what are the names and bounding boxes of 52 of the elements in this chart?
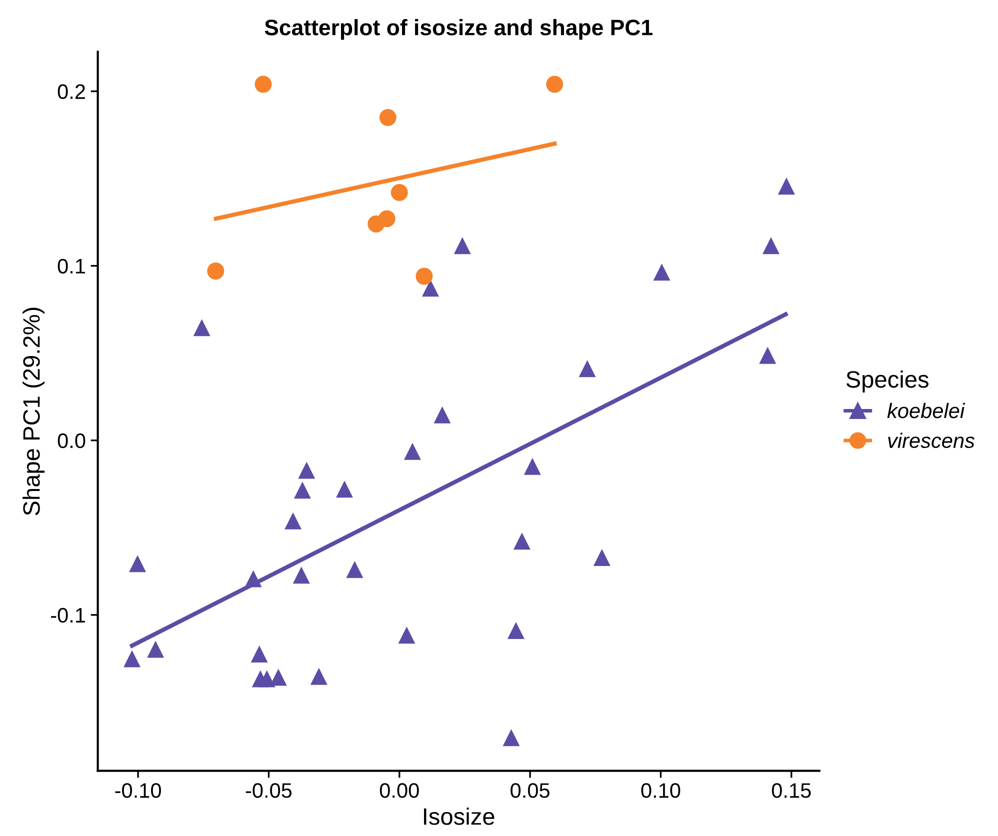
point — [258, 670, 276, 688]
point — [546, 76, 564, 93]
point — [404, 442, 421, 460]
point — [207, 262, 224, 280]
point — [292, 566, 310, 584]
point — [416, 268, 433, 285]
point — [254, 76, 272, 93]
point — [294, 482, 311, 499]
point — [759, 346, 776, 364]
point — [653, 264, 670, 281]
point — [422, 280, 439, 297]
point — [298, 462, 316, 479]
y-tick-label: 0.2 — [58, 84, 85, 100]
point — [578, 360, 596, 378]
point — [336, 480, 354, 498]
x-axis-title: Isosize — [424, 808, 494, 825]
x-tick-label: -0.10 — [115, 783, 161, 798]
point — [762, 237, 780, 254]
point — [244, 570, 262, 588]
x-tick-label: 0.00 — [380, 783, 419, 798]
y-tick-label: 0.1 — [58, 258, 85, 274]
point — [346, 561, 364, 578]
point — [390, 184, 408, 202]
x-tick-label: 0.15 — [772, 783, 811, 798]
point — [124, 650, 141, 668]
y-tick-label: -0.1 — [51, 608, 85, 623]
point — [593, 548, 610, 566]
point — [434, 406, 451, 424]
point — [310, 668, 328, 685]
point — [193, 319, 210, 336]
point — [379, 108, 396, 126]
legend-label: virescens — [888, 432, 975, 448]
point — [378, 210, 396, 228]
legend-title: Species — [846, 370, 928, 392]
y-tick-label: 0.0 — [58, 433, 86, 448]
point — [524, 458, 541, 475]
legend-label: koebelei — [887, 402, 966, 418]
point — [778, 178, 795, 195]
x-tick-label: 0.10 — [641, 783, 680, 798]
point — [513, 532, 530, 550]
point — [284, 512, 302, 530]
point — [129, 555, 146, 572]
chart-title: Scatterplot of isosize and shape PC1 — [264, 19, 652, 40]
x-tick-label: -0.05 — [246, 783, 292, 798]
point — [398, 626, 416, 644]
point — [147, 640, 164, 658]
y-axis-title: Shape PC1 (29.2%) — [22, 308, 45, 516]
x-tick-label: 0.05 — [510, 783, 550, 798]
point — [502, 729, 520, 746]
point — [250, 646, 268, 663]
point — [454, 237, 471, 254]
point — [507, 622, 524, 639]
